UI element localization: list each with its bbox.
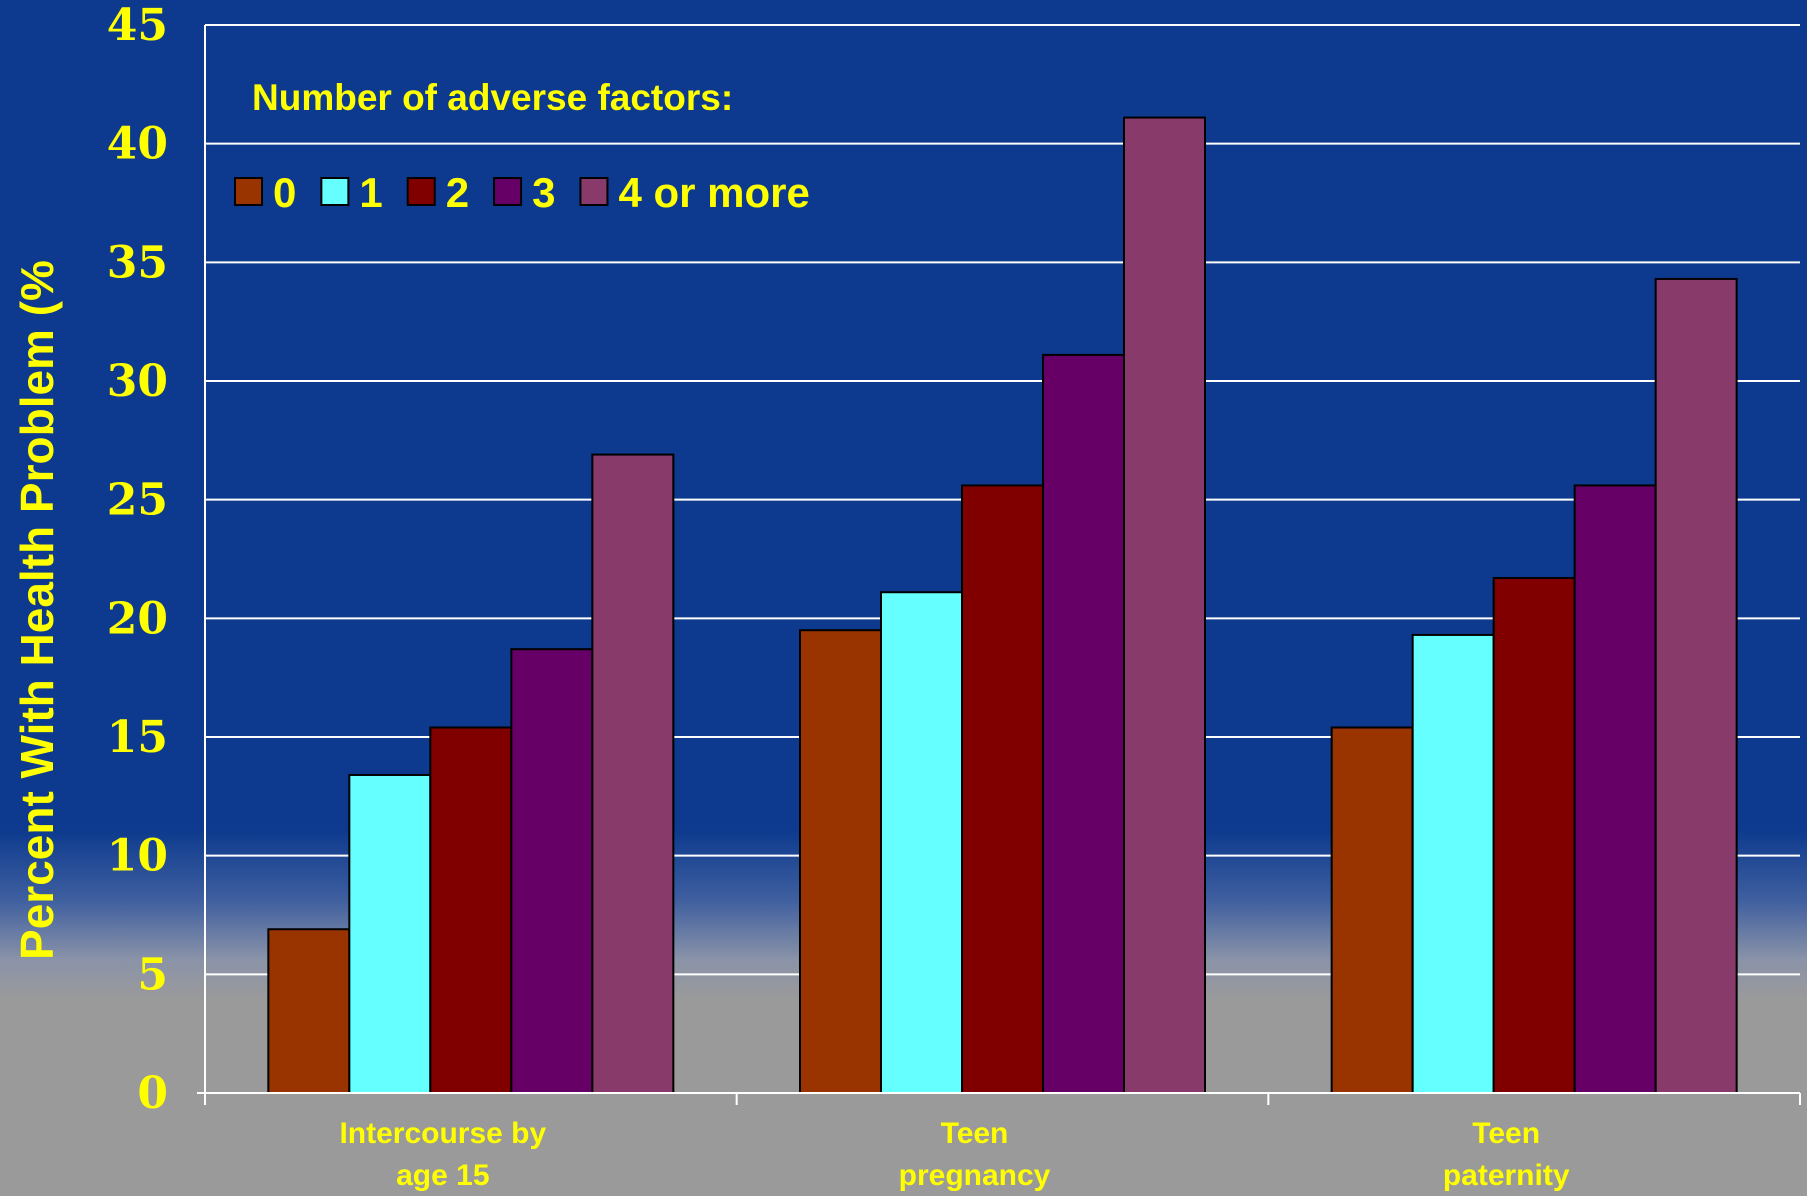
bar-1-cat-2: [1411, 633, 1495, 1094]
bar-0-cat-1: [799, 629, 882, 1094]
bar-2-cat-1: [961, 484, 1044, 1094]
bar-1-cat-0: [348, 773, 432, 1094]
y-tick-label: 35: [107, 237, 168, 288]
bar-0-cat-2: [1330, 726, 1414, 1094]
x-tick-label: paternity: [1443, 1159, 1570, 1192]
bar-4-or-more-cat-0: [591, 453, 675, 1095]
bar-2-cat-2: [1492, 576, 1576, 1094]
legend-swatch: [493, 177, 523, 206]
y-tick-label: 45: [107, 0, 168, 51]
legend: Number of adverse factors: 0 1 2 3 4 or more: [234, 77, 810, 216]
x-tick-label: Intercourse by: [339, 1117, 546, 1150]
bar-0-cat-0: [267, 928, 351, 1094]
bar-3-cat-2: [1573, 484, 1657, 1094]
bars: [267, 116, 1738, 1095]
legend-swatch: [579, 177, 609, 206]
legend-label: 2: [446, 169, 469, 216]
legend-label: 1: [359, 169, 382, 216]
y-tick-label: 20: [107, 593, 168, 644]
legend-swatch: [320, 177, 350, 206]
x-tick-label: Teen: [1472, 1117, 1540, 1150]
bar-3-cat-1: [1042, 353, 1125, 1095]
y-tick-label: 15: [107, 712, 168, 763]
legend-label: 3: [532, 169, 555, 216]
bar-1-cat-1: [880, 591, 963, 1095]
legend-swatch: [234, 177, 263, 206]
legend-label: 4 or more: [618, 169, 809, 216]
bar-4-or-more-cat-2: [1654, 277, 1738, 1094]
bar-3-cat-0: [510, 648, 594, 1094]
y-tick-label: 10: [107, 831, 168, 882]
x-tick-label: age 15: [396, 1159, 489, 1192]
x-tick-label: Teen: [941, 1117, 1009, 1150]
bar-4-or-more-cat-1: [1123, 116, 1206, 1094]
y-tick-label: 5: [137, 949, 168, 1000]
x-tick-label: pregnancy: [899, 1159, 1051, 1192]
y-tick-label: 0: [137, 1068, 168, 1119]
y-tick-label: 25: [107, 475, 168, 526]
y-axis-label: Percent With Health Problem (%: [11, 260, 63, 960]
legend-swatch: [406, 177, 436, 206]
y-tick-label: 40: [107, 119, 168, 170]
y-tick-label: 30: [107, 356, 168, 407]
legend-label: 0: [273, 169, 296, 216]
bar-2-cat-0: [429, 726, 513, 1094]
legend-title: Number of adverse factors:: [252, 77, 733, 118]
